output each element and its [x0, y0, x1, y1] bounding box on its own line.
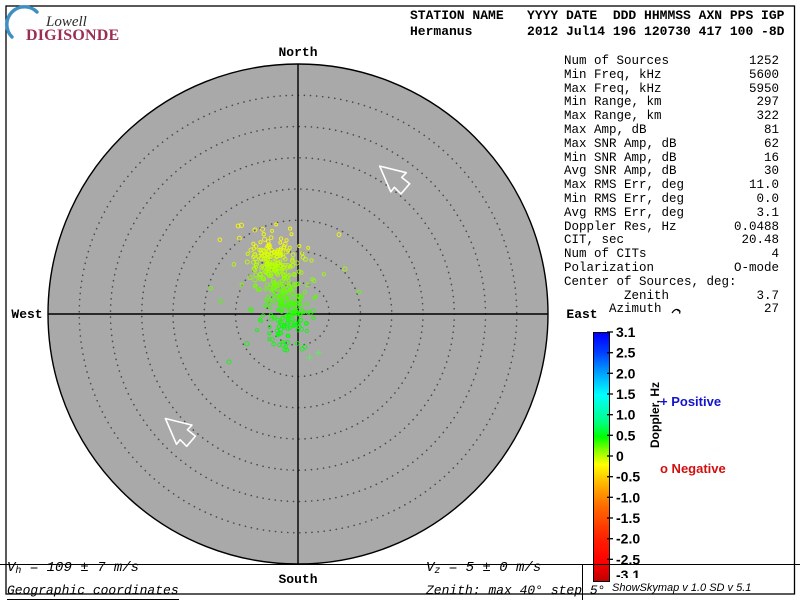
svg-text:-0.5: -0.5: [616, 469, 640, 485]
svg-text:North: North: [278, 45, 317, 60]
svg-text:South: South: [278, 572, 317, 587]
svg-text:1.0: 1.0: [616, 407, 636, 423]
svg-text:-3.1: -3.1: [616, 567, 640, 578]
svg-text:-1.5: -1.5: [616, 510, 640, 526]
svg-text:2.5: 2.5: [616, 345, 636, 361]
svg-text:0.5: 0.5: [616, 427, 636, 443]
svg-text:-1.0: -1.0: [616, 489, 640, 505]
svg-text:0: 0: [616, 448, 624, 464]
svg-text:3.1: 3.1: [616, 324, 636, 340]
svg-text:2.0: 2.0: [616, 365, 636, 381]
svg-text:West: West: [11, 307, 42, 322]
svg-text:-2.0: -2.0: [616, 531, 640, 547]
svg-text:1.5: 1.5: [616, 386, 636, 402]
